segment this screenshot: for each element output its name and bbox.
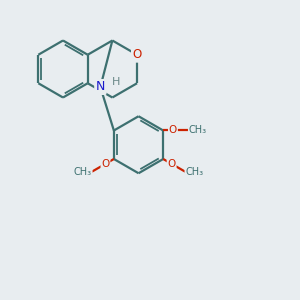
Text: O: O bbox=[132, 48, 142, 61]
Text: O: O bbox=[169, 125, 177, 136]
Text: O: O bbox=[101, 159, 110, 169]
Text: N: N bbox=[96, 80, 105, 94]
Text: CH₃: CH₃ bbox=[189, 125, 207, 136]
Text: H: H bbox=[112, 76, 120, 87]
Text: CH₃: CH₃ bbox=[185, 167, 203, 177]
Text: O: O bbox=[167, 159, 176, 169]
Text: CH₃: CH₃ bbox=[74, 167, 92, 177]
